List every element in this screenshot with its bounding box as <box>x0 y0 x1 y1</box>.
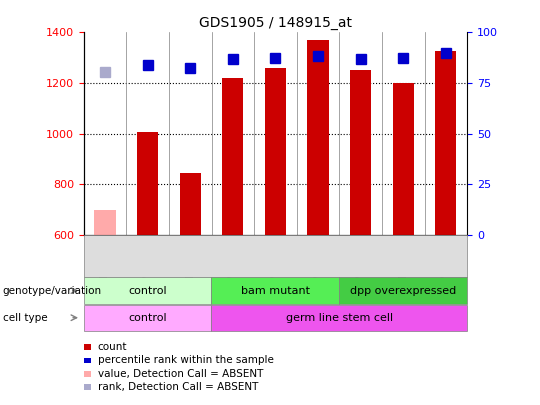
Text: rank, Detection Call = ABSENT: rank, Detection Call = ABSENT <box>98 382 258 392</box>
Text: percentile rank within the sample: percentile rank within the sample <box>98 356 274 365</box>
Text: germ line stem cell: germ line stem cell <box>286 313 393 323</box>
Text: value, Detection Call = ABSENT: value, Detection Call = ABSENT <box>98 369 263 379</box>
Bar <box>94 210 116 235</box>
Text: dpp overexpressed: dpp overexpressed <box>350 286 456 296</box>
Bar <box>393 83 414 235</box>
Bar <box>137 132 158 235</box>
Bar <box>265 68 286 235</box>
Bar <box>307 40 329 235</box>
Text: bam mutant: bam mutant <box>241 286 310 296</box>
Bar <box>179 173 201 235</box>
Bar <box>435 51 456 235</box>
Text: control: control <box>129 286 167 296</box>
Text: control: control <box>129 313 167 323</box>
Title: GDS1905 / 148915_at: GDS1905 / 148915_at <box>199 16 352 30</box>
Text: count: count <box>98 342 127 352</box>
Bar <box>222 78 244 235</box>
Bar <box>350 70 372 235</box>
Text: cell type: cell type <box>3 313 48 323</box>
Text: genotype/variation: genotype/variation <box>3 286 102 296</box>
